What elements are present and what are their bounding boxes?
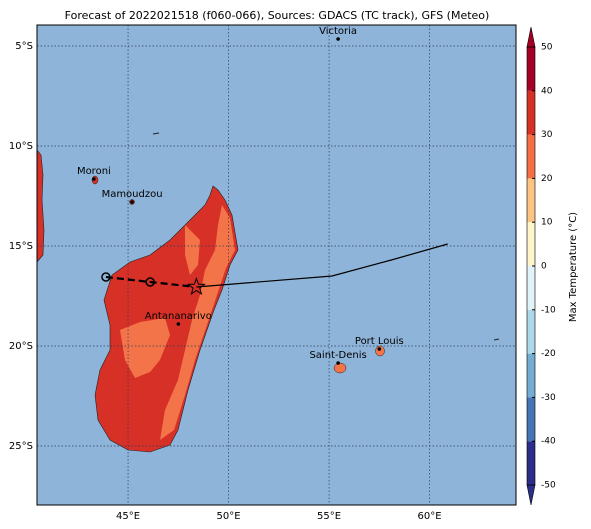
madagascar (94, 185, 239, 453)
colorbar-tick-label: 20 (541, 174, 553, 184)
y-tick-label: 20°S (9, 341, 33, 352)
y-tick-label: 10°S (9, 141, 33, 152)
city-label: Saint-Denis (309, 350, 366, 361)
colorbar-tick-label: -40 (541, 437, 556, 447)
city-dot (130, 200, 134, 204)
colorbar-band (527, 134, 535, 179)
x-tick-label: 55°E (317, 511, 341, 522)
city-dot (377, 347, 382, 351)
colorbar-tick-label: -30 (541, 393, 556, 403)
colorbar-extend (526, 484, 536, 506)
colorbar-label: Max Temperature (°C) (568, 212, 579, 322)
island (333, 362, 347, 374)
colorbar-tick-label: 50 (541, 43, 553, 53)
city-dot (176, 322, 181, 326)
city-label: Mamoudzou (102, 189, 163, 200)
colorbar-band (527, 222, 535, 266)
y-tick-label: 25°S (9, 441, 33, 452)
x-tick-label: 45°E (116, 511, 140, 522)
city-dot (336, 37, 340, 41)
y-tick-label: 15°S (9, 241, 33, 252)
madagascar-east (160, 205, 235, 440)
colorbar-band (527, 90, 535, 135)
city-label: Victoria (319, 26, 357, 37)
madagascar-highland (120, 318, 170, 378)
colorbar-tick-label: 40 (541, 86, 553, 96)
map-frame (36, 24, 517, 506)
storm-track (105, 275, 197, 289)
colorbar-band (527, 178, 535, 223)
madagascar-north (185, 225, 200, 275)
island (493, 338, 500, 341)
storm-position (186, 277, 206, 296)
track-point (101, 272, 111, 282)
storm-track (196, 243, 448, 288)
colorbar-tick-label: 10 (541, 218, 553, 228)
colorbar-tick-label: 30 (541, 130, 553, 140)
city-label: Antananarivo (145, 311, 212, 322)
colorbar-tick-label: 0 (541, 262, 547, 272)
y-tick-label: 5°S (15, 41, 33, 52)
colorbar-tick-label: -10 (541, 305, 556, 315)
island (152, 132, 160, 135)
city-dot (336, 361, 340, 365)
colorbar-tick-label: -20 (541, 349, 556, 359)
title: Forecast of 2022021518 (f060-066), Sourc… (65, 9, 490, 22)
colorbar-band (527, 397, 535, 442)
city-dot (92, 177, 96, 181)
x-tick-label: 50°E (217, 511, 241, 522)
africa-coast (37, 149, 45, 263)
colorbar-band (527, 309, 535, 354)
track-point (145, 277, 155, 287)
city-label: Port Louis (355, 336, 404, 347)
x-tick-label: 60°E (418, 511, 442, 522)
land (37, 132, 500, 453)
city-label: Moroni (77, 166, 111, 177)
colorbar-band (527, 266, 535, 310)
colorbar-extend (526, 26, 536, 48)
colorbar-band (527, 353, 535, 398)
colorbar-tick-label: -50 (541, 481, 556, 491)
colorbar-band (527, 441, 535, 485)
colorbar-band (527, 47, 535, 91)
